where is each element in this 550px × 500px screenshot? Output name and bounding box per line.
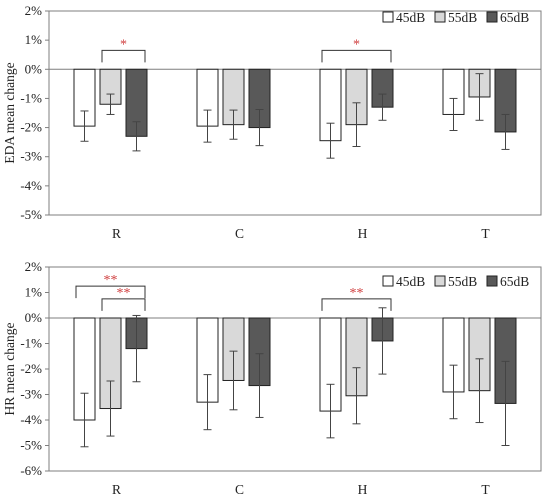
category-label: R xyxy=(112,482,121,497)
legend-swatch-65dB xyxy=(486,11,498,23)
significance-bracket xyxy=(321,298,392,311)
legend-label: 65dB xyxy=(500,10,529,25)
significance-bracket xyxy=(75,285,146,299)
y-tick-label: -5% xyxy=(20,438,42,453)
y-tick-label: 1% xyxy=(25,285,43,300)
y-tick-label: -2% xyxy=(20,361,42,376)
legend-label: 65dB xyxy=(500,274,529,289)
y-tick-label: 1% xyxy=(25,32,43,47)
y-tick-label: -1% xyxy=(20,336,42,351)
legend-label: 55dB xyxy=(448,10,477,25)
category-label: C xyxy=(235,482,244,497)
y-tick-label: -3% xyxy=(20,387,42,402)
significance-bracket xyxy=(321,49,392,63)
chart-panel-1: 2% 1% 0% -1% -2% -3% -4% -5% EDA mean change R C H T… xyxy=(2,3,542,241)
y-tick-label: 2% xyxy=(25,3,43,18)
category-label: C xyxy=(235,226,244,241)
y-tick-label: -1% xyxy=(20,90,42,105)
significance-label: ** xyxy=(350,286,364,301)
legend-swatch-45dB xyxy=(382,11,394,23)
legend-label: 55dB xyxy=(448,274,477,289)
legend-swatch-55dB xyxy=(434,11,446,23)
significance-label: ** xyxy=(117,286,131,301)
legend-swatch-55dB xyxy=(434,275,446,287)
y-tick-label: 2% xyxy=(25,259,43,274)
category-label: R xyxy=(112,226,121,241)
legend-label: 45dB xyxy=(396,10,425,25)
significance-label: * xyxy=(120,37,127,52)
y-axis-title: HR mean change xyxy=(2,323,17,416)
legend-swatch-65dB xyxy=(486,275,498,287)
significance-label: * xyxy=(353,37,360,52)
y-tick-label: -4% xyxy=(20,412,42,427)
y-tick-label: -3% xyxy=(20,149,42,164)
category-label: T xyxy=(481,482,490,497)
y-tick-label: 0% xyxy=(25,61,43,76)
legend-label: 45dB xyxy=(396,274,425,289)
y-tick-label: -6% xyxy=(20,463,42,478)
y-tick-label: -4% xyxy=(20,178,42,193)
legend-swatch-45dB xyxy=(382,275,394,287)
plot-frame xyxy=(48,10,542,216)
y-axis-title: EDA mean change xyxy=(2,62,17,163)
category-label: H xyxy=(358,226,368,241)
significance-label: ** xyxy=(104,273,118,288)
significance-bracket xyxy=(101,298,146,311)
chart-panel-2: 2% 1% 0% -1% -2% -3% -4% -5% -6% HR mean change R C… xyxy=(2,259,542,497)
y-tick-label: -5% xyxy=(20,207,42,222)
category-label: H xyxy=(358,482,368,497)
significance-bracket xyxy=(101,49,146,63)
category-label: T xyxy=(481,226,490,241)
y-tick-label: 0% xyxy=(25,310,43,325)
y-tick-label: -2% xyxy=(20,120,42,135)
